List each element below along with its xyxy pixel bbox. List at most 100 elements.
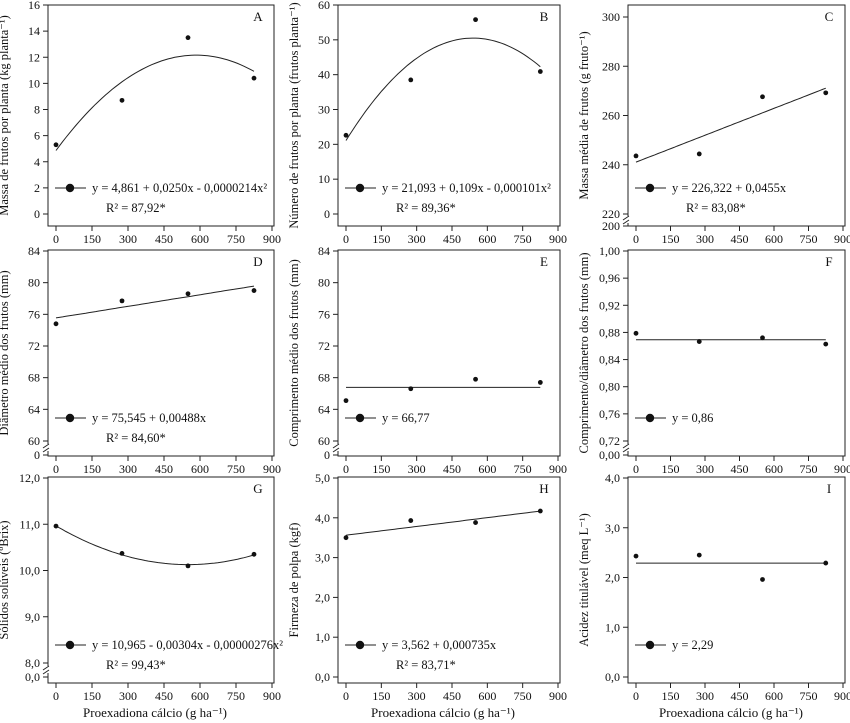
- y-tick-label: 260: [602, 109, 620, 123]
- axis-break-gap: [625, 216, 631, 223]
- data-point: [408, 77, 414, 83]
- data-point: [185, 291, 191, 297]
- x-tick-label: 900: [549, 689, 567, 703]
- regression-equation: y = 2,29: [672, 638, 713, 652]
- r-squared: R² = 87,92*: [106, 201, 166, 215]
- y-tick-label: 64: [318, 402, 330, 416]
- y-tick-label: 4,0: [315, 511, 330, 525]
- y-tick-label: 80: [318, 276, 330, 290]
- x-tick-label: 0: [633, 462, 639, 476]
- y-axis-label: Sólidos solúveis (ºBrix): [0, 520, 11, 639]
- x-tick-label: 150: [662, 689, 680, 703]
- data-point: [119, 97, 125, 103]
- axis-break-mark: [42, 665, 50, 671]
- x-tick-label: 600: [478, 462, 496, 476]
- x-tick-label: 0: [343, 462, 349, 476]
- data-point: [696, 339, 702, 344]
- x-tick-label: 600: [765, 689, 783, 703]
- panel-letter: D: [253, 254, 262, 269]
- x-tick-label: 750: [514, 689, 532, 703]
- data-point: [53, 523, 59, 529]
- y-tick-label: 14: [28, 24, 40, 38]
- y-tick-label: 84: [318, 244, 330, 258]
- y-tick-label: 1,0: [605, 620, 620, 634]
- y-tick-label: 6: [34, 129, 40, 143]
- data-point: [473, 17, 478, 23]
- y-tick-label: 60: [318, 0, 330, 12]
- y-tick-label: 0,84: [599, 353, 620, 367]
- data-point: [251, 288, 257, 293]
- panel-letter: H: [539, 481, 548, 496]
- panel-letter: C: [825, 9, 834, 24]
- fit-line: [345, 510, 541, 536]
- x-tick-label: 0: [633, 689, 639, 703]
- y-tick-label: 12,0: [19, 471, 40, 485]
- data-point: [823, 341, 829, 347]
- panel-letter: B: [540, 9, 549, 24]
- x-tick-label: 450: [155, 462, 173, 476]
- data-point: [633, 330, 639, 336]
- r-squared: R² = 99,43*: [106, 658, 166, 672]
- x-tick-label: 450: [731, 462, 749, 476]
- regression-equation: y = 10,965 - 0,00304x - 0,00000276x²: [92, 638, 283, 652]
- x-tick-label: 300: [696, 689, 714, 703]
- x-axis-label-col-3: Proexadiona cálcio (g ha⁻¹): [659, 705, 803, 720]
- axis-break-mark: [622, 447, 630, 453]
- regression-equation: y = 75,545 + 0,00488x: [92, 411, 207, 425]
- y-axis-label: Número de frutos por planta (frutos plan…: [287, 2, 301, 228]
- x-tick-label: 300: [119, 689, 137, 703]
- x-tick-label: 300: [119, 232, 137, 246]
- y-tick-label: 300: [602, 10, 620, 24]
- axis-break-mark: [622, 215, 630, 221]
- y-axis-label: Acidez titulável (meq L⁻¹): [577, 513, 591, 647]
- x-axis-label-col-1: Proexadiona cálcio (g ha⁻¹): [83, 705, 227, 720]
- data-point: [251, 551, 257, 557]
- y-tick-label: 2,0: [605, 571, 620, 585]
- y-tick-label: 4: [34, 155, 40, 169]
- x-tick-label: 900: [834, 232, 850, 246]
- x-tick-label: 900: [834, 689, 850, 703]
- y-axis-label: Massa de frutos por planta (kg planta⁻¹): [0, 15, 11, 216]
- panel-frame: [337, 4, 561, 227]
- panel-letter: A: [253, 9, 263, 24]
- fit-line: [55, 525, 255, 566]
- x-tick-label: 600: [765, 462, 783, 476]
- x-tick-label: 750: [800, 232, 818, 246]
- data-point: [823, 560, 829, 566]
- y-tick-label: 30: [318, 103, 330, 117]
- x-tick-label: 750: [514, 232, 532, 246]
- y-tick-label: 72: [28, 339, 40, 353]
- panel-frame: [47, 249, 275, 457]
- x-tick-label: 750: [227, 462, 245, 476]
- axis-break-mark: [42, 669, 50, 675]
- data-point: [343, 398, 349, 404]
- r-squared: R² = 89,36*: [396, 201, 456, 215]
- y-tick-label: 0: [34, 448, 40, 462]
- panel-letter: I: [827, 481, 831, 496]
- y-tick-label: 80: [28, 276, 40, 290]
- y-tick-label: 3,0: [315, 551, 330, 565]
- y-tick-label: 0,00: [599, 448, 620, 462]
- y-axis-label: Massa média de frutos (g fruto⁻¹): [577, 31, 591, 199]
- x-tick-label: 750: [800, 462, 818, 476]
- x-tick-label: 750: [800, 689, 818, 703]
- x-tick-label: 300: [408, 462, 426, 476]
- data-point: [53, 142, 59, 148]
- x-tick-label: 150: [662, 232, 680, 246]
- data-point: [633, 553, 639, 559]
- y-tick-label: 0,72: [599, 434, 620, 448]
- y-tick-label: 0: [324, 448, 330, 462]
- regression-equation: y = 3,562 + 0,000735x: [382, 638, 497, 652]
- y-axis-label: Comprimento médio dos frutos (mm): [287, 259, 301, 446]
- x-tick-label: 150: [83, 232, 101, 246]
- y-tick-label: 0,0: [605, 670, 620, 684]
- legend-marker: [65, 183, 75, 193]
- y-tick-label: 2: [34, 181, 40, 195]
- y-tick-label: 76: [28, 307, 40, 321]
- x-tick-label: 750: [227, 689, 245, 703]
- y-tick-label: 16: [28, 0, 40, 12]
- x-tick-label: 600: [765, 232, 783, 246]
- legend-marker: [355, 640, 365, 650]
